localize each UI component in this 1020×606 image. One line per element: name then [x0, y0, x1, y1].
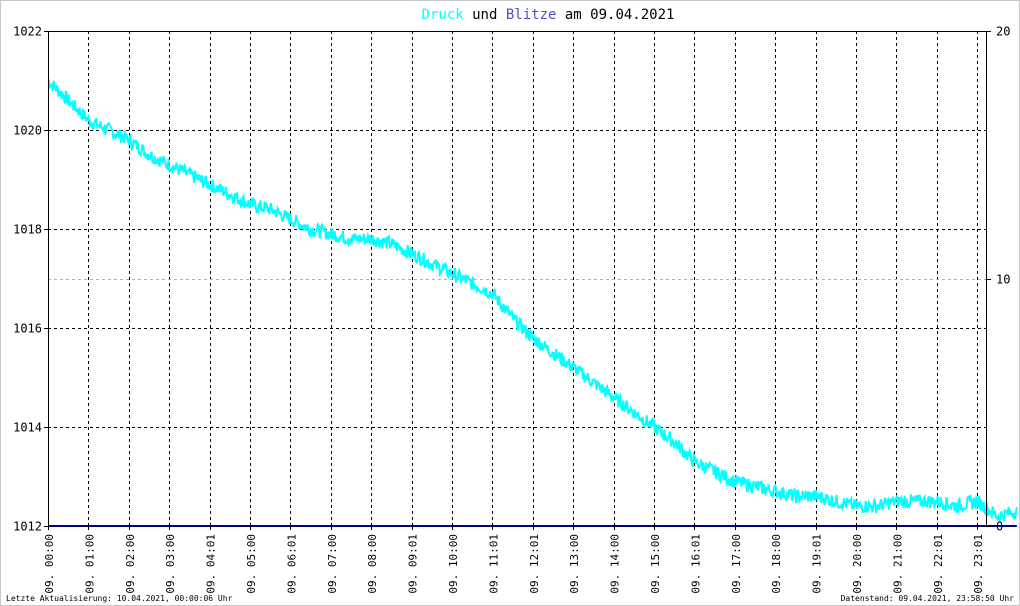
- x-tick-label: 09. 04:01: [205, 534, 218, 594]
- x-tick-label: 09. 21:00: [891, 534, 904, 594]
- y-left-tick-label: 1014: [13, 421, 42, 435]
- x-tick-label: 09. 20:00: [851, 534, 864, 594]
- y-left-tick-label: 1018: [13, 223, 42, 237]
- title-lightning: Blitze: [506, 7, 557, 23]
- x-tick-label: 09. 15:00: [649, 534, 662, 594]
- title-und: und: [464, 7, 506, 23]
- y-left-tick-label: 1012: [13, 520, 42, 534]
- x-tick-label: 09. 05:00: [245, 534, 258, 594]
- plot-area: [48, 31, 986, 526]
- pressure-series-line: [47, 79, 1018, 522]
- x-tick-label: 09. 10:00: [447, 534, 460, 594]
- x-tick-label: 09. 19:01: [811, 534, 824, 594]
- series-layer: [47, 79, 1018, 527]
- y-left-tick-label: 1022: [13, 25, 42, 39]
- footer-data-status: Datenstand: 09.04.2021, 23:58:50 Uhr: [841, 594, 1015, 603]
- x-tick-label: 09. 17:00: [730, 534, 743, 594]
- chart-title: Druck und Blitze am 09.04.2021: [422, 7, 675, 23]
- y-left-tick-label: 1020: [13, 124, 42, 138]
- title-pressure: Druck: [422, 7, 465, 23]
- x-tick-label: 09. 18:00: [770, 534, 783, 594]
- y-right-tick-label: 20: [996, 25, 1010, 39]
- x-tick-label: 09. 00:00: [43, 534, 56, 594]
- x-tick-label: 09. 22:01: [932, 534, 945, 594]
- title-date: am 09.04.2021: [556, 7, 674, 23]
- y-left-tick-label: 1016: [13, 322, 42, 336]
- y-right-tick-label: 10: [996, 273, 1010, 287]
- x-tick-label: 09. 06:01: [285, 534, 298, 594]
- x-tick-label: 09. 16:01: [689, 534, 702, 594]
- x-tick-label: 09. 14:00: [609, 534, 622, 594]
- x-tick-label: 09. 01:00: [83, 534, 96, 594]
- x-tick-label: 09. 11:01: [487, 534, 500, 594]
- x-tick-label: 09. 12:01: [528, 534, 541, 594]
- x-axis-labels: 09. 00:00 09. 01:00 09. 02:00 09. 03:00 09. …: [43, 534, 985, 594]
- x-tick-label: 09. 03:00: [164, 534, 177, 594]
- footer-last-update: Letzte Aktualisierung: 10.04.2021, 00:00…: [6, 594, 233, 603]
- x-tick-label: 09. 02:00: [124, 534, 137, 594]
- axes: [44, 31, 991, 530]
- x-tick-label: 09. 09:01: [407, 534, 420, 594]
- x-tick-label: 09. 13:00: [568, 534, 581, 594]
- x-tick-label: 09. 23:01: [972, 534, 985, 594]
- x-tick-label: 09. 08:00: [366, 534, 379, 594]
- y-right-tick-label: 0: [996, 520, 1003, 534]
- x-tick-label: 09. 07:00: [326, 534, 339, 594]
